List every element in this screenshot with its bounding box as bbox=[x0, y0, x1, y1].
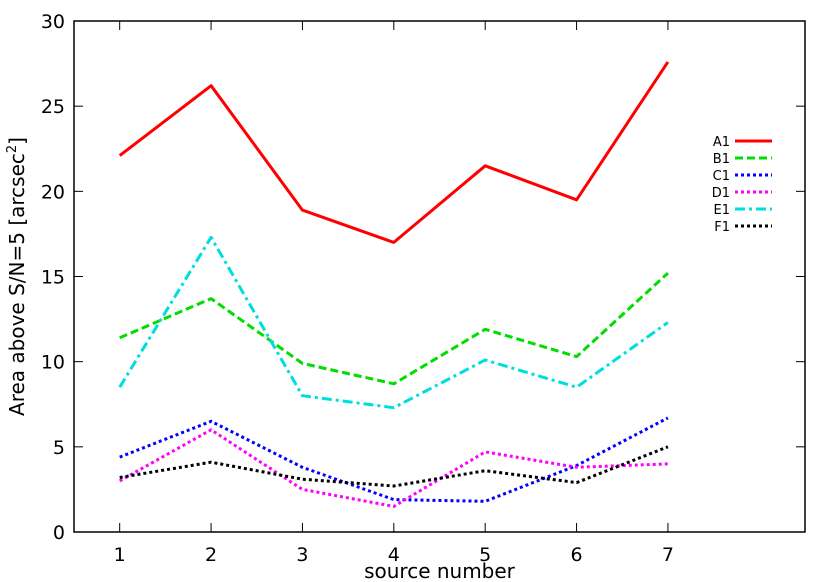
y-axis-label-close: ] bbox=[5, 137, 29, 145]
series-line-f1 bbox=[119, 445, 669, 488]
legend-label-d1: D1 bbox=[712, 186, 730, 201]
x-tick-label: 1 bbox=[114, 544, 126, 566]
x-tick-label: 2 bbox=[205, 544, 217, 566]
series-line-d1 bbox=[118, 428, 668, 508]
y-tick-label: 25 bbox=[41, 96, 65, 118]
y-axis-label-superscript: 2 bbox=[5, 145, 20, 153]
axis-ticks bbox=[74, 20, 805, 533]
y-tick-label: 30 bbox=[41, 11, 65, 33]
series-line-a1 bbox=[118, 61, 670, 244]
series-lines bbox=[118, 61, 670, 508]
legend-label-c1: C1 bbox=[713, 169, 730, 184]
y-tick-label: 0 bbox=[53, 522, 65, 544]
legend-label-a1: A1 bbox=[713, 135, 730, 150]
x-tick-label: 7 bbox=[662, 544, 674, 566]
y-tick-label: 5 bbox=[53, 437, 65, 459]
x-tick-label: 4 bbox=[388, 544, 400, 566]
plot-frame bbox=[73, 20, 806, 533]
x-tick-label: 6 bbox=[571, 544, 583, 566]
legend-label-e1: E1 bbox=[714, 203, 731, 218]
x-tick-label: 3 bbox=[296, 544, 308, 566]
x-axis-label: source number bbox=[364, 559, 516, 582]
series-line-b1 bbox=[119, 271, 669, 386]
series-line-e1 bbox=[118, 235, 669, 410]
y-tick-label: 15 bbox=[41, 267, 65, 289]
y-tick-label: 10 bbox=[41, 352, 65, 374]
y-axis-label-text: Area above S/N=5 [arcsec bbox=[5, 153, 29, 416]
legend-label-b1: B1 bbox=[713, 152, 730, 167]
y-axis-label: Area above S/N=5 [arcsec2] bbox=[5, 137, 29, 416]
legend: A1 B1 C1 D1 E1 F1 bbox=[712, 135, 772, 235]
x-tick-label: 5 bbox=[479, 544, 491, 566]
series-line-c1 bbox=[119, 416, 669, 503]
y-tick-label: 20 bbox=[41, 181, 65, 203]
tick-labels: 0 5 10 15 20 25 30 1 2 3 4 5 6 7 bbox=[41, 11, 674, 566]
legend-label-f1: F1 bbox=[714, 220, 730, 235]
